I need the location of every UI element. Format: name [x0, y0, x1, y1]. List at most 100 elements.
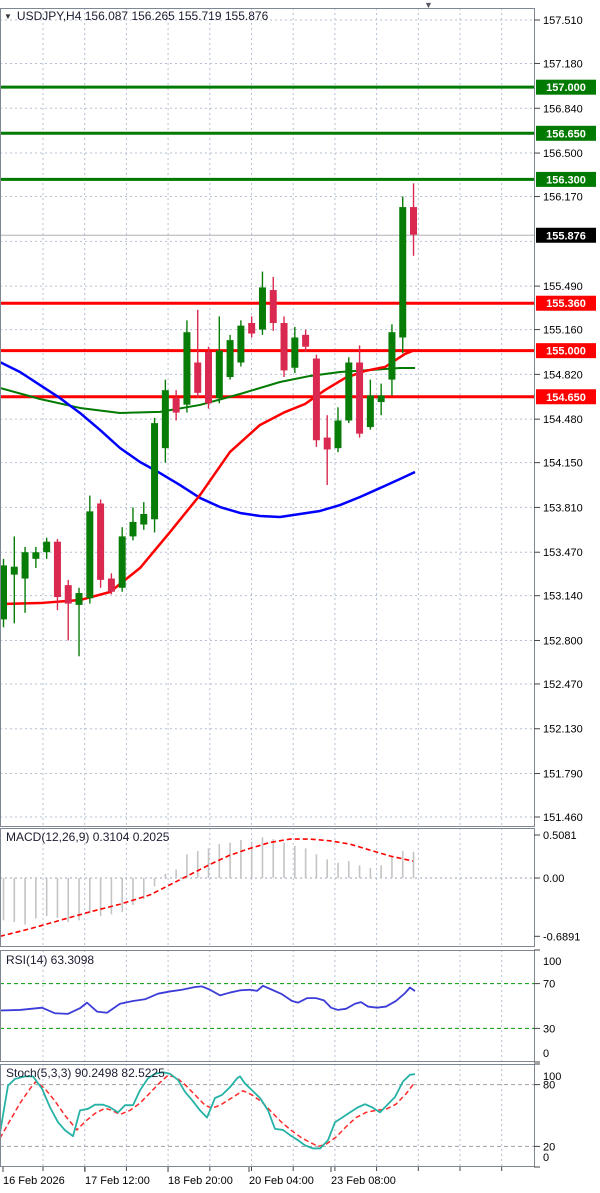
resistance-price-tag: 156.650	[536, 125, 596, 141]
resistance-price-tag: 156.300	[536, 171, 596, 187]
ma-red-line	[0, 348, 416, 606]
price-axis-label: 154.150	[543, 458, 583, 470]
price-axis-label: 154.480	[543, 414, 583, 426]
stoch-scale-label: 0	[543, 1152, 549, 1164]
rsi-indicator-label: RSI(14) 63.3098	[6, 953, 95, 967]
svg-text:156.300: 156.300	[546, 174, 586, 186]
candle	[269, 290, 277, 323]
candle	[21, 552, 29, 579]
candle	[97, 503, 105, 580]
price-axis-label: 154.820	[543, 369, 583, 381]
resistance-price-tag: 157.000	[536, 79, 596, 95]
macd-scale-label: 0.00	[543, 873, 564, 885]
price-axis-label: 155.490	[543, 281, 583, 293]
svg-text:154.650: 154.650	[546, 392, 586, 404]
candle	[151, 423, 159, 520]
price-axis-label: 157.510	[543, 15, 583, 27]
candle	[226, 340, 234, 378]
time-axis-label: 20 Feb 04:00	[249, 1175, 314, 1187]
ma-blue-line	[0, 360, 416, 519]
rsi-line	[0, 984, 416, 1015]
price-axis-label: 156.170	[543, 192, 583, 204]
candle	[366, 395, 374, 428]
price-axis-label: 156.840	[543, 103, 583, 115]
candle	[32, 552, 40, 559]
stoch-scale-label: 100	[543, 1071, 561, 1083]
price-axis-label: 153.140	[543, 591, 583, 603]
candle	[43, 541, 51, 553]
candle	[312, 358, 320, 441]
rsi-scale-label: 0	[543, 1048, 549, 1060]
macd-signal-line	[0, 838, 414, 938]
candle	[118, 536, 126, 588]
candle	[53, 541, 61, 597]
price-axis-label: 156.500	[543, 148, 583, 160]
macd-indicator-label: MACD(12,26,9) 0.3104 0.2025	[6, 830, 170, 844]
candle	[280, 322, 288, 371]
rsi-scale-label: 30	[543, 1023, 555, 1035]
macd-scale-label: 0.5081	[543, 830, 577, 842]
candle	[75, 593, 83, 605]
candle	[10, 566, 18, 575]
current-price-tag: 155.876	[536, 227, 596, 243]
candle	[183, 332, 191, 405]
candle	[194, 362, 202, 393]
price-axis-label: 153.810	[543, 502, 583, 514]
support-price-tag: 155.360	[536, 295, 596, 311]
stoch-scale-label: 80	[543, 1080, 555, 1092]
candle	[258, 287, 266, 330]
price-axis-label: 151.460	[543, 812, 583, 824]
time-axis: 16 Feb 2026 17 Feb 12:00 18 Feb 20:00 20 Fe…	[2, 1167, 503, 1187]
candle	[172, 398, 180, 413]
candle	[323, 437, 331, 450]
time-axis-label: 16 Feb 2026	[3, 1175, 65, 1187]
price-axis-label: 152.800	[543, 635, 583, 647]
svg-text:155.360: 155.360	[546, 298, 586, 310]
price-axis-label: 157.180	[543, 58, 583, 70]
stoch-k-line	[0, 1071, 416, 1150]
svg-text:157.000: 157.000	[546, 82, 586, 94]
candle	[140, 514, 148, 525]
candle	[302, 334, 310, 347]
candle	[377, 395, 385, 403]
candle	[248, 322, 256, 334]
candle	[388, 332, 396, 380]
candle	[107, 578, 115, 592]
candle	[237, 325, 245, 363]
candle	[215, 350, 223, 399]
symbol-dropdown-icon[interactable]: ▼	[4, 11, 12, 21]
main-chart-panel	[0, 8, 600, 827]
price-axis-label: 152.130	[543, 724, 583, 736]
price-axis-label: 152.470	[543, 679, 583, 691]
candle	[205, 351, 213, 404]
rsi-scale-label: 100	[543, 956, 561, 968]
time-axis-label: 23 Feb 08:00	[331, 1175, 396, 1187]
candle	[161, 390, 169, 449]
candle	[410, 207, 418, 235]
candle	[356, 362, 364, 434]
stoch-indicator-label: Stoch(5,3,3) 90.2498 82.5225	[6, 1066, 165, 1080]
candle	[399, 207, 407, 338]
svg-text:155.876: 155.876	[546, 230, 586, 242]
candle	[86, 511, 94, 599]
candle	[345, 362, 353, 421]
svg-text:155.000: 155.000	[546, 346, 586, 358]
candle	[0, 565, 7, 620]
support-price-tag: 154.650	[536, 389, 596, 405]
stoch-scale-label: 20	[543, 1141, 555, 1153]
chart-scroll-marker-icon: ▼	[424, 0, 433, 10]
candle	[334, 420, 342, 449]
candle	[64, 585, 72, 604]
support-price-tag: 155.000	[536, 343, 596, 359]
price-axis-label: 155.160	[543, 325, 583, 337]
chart-title: ▼ USDJPY,H4 156.087 156.265 155.719 155.…	[4, 9, 268, 23]
price-axis-label: 151.790	[543, 769, 583, 781]
price-axis-label: 153.470	[543, 547, 583, 559]
candle	[291, 337, 299, 368]
rsi-scale-label: 70	[543, 979, 555, 991]
chart-title-text: USDJPY,H4 156.087 156.265 155.719 155.87…	[16, 9, 269, 23]
macd-panel: 0.5081 0.00 -0.6891	[0, 828, 580, 947]
